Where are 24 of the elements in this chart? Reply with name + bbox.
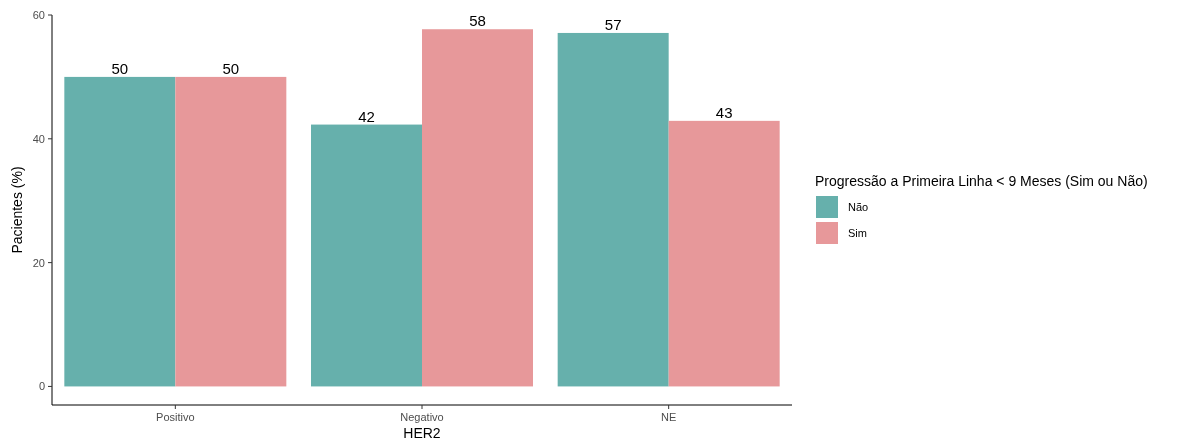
legend-label: Sim bbox=[848, 227, 867, 239]
bar bbox=[64, 76, 176, 387]
x-tick-label: Positivo bbox=[156, 411, 195, 423]
data-label: 42 bbox=[358, 107, 375, 125]
data-label: 50 bbox=[111, 59, 129, 77]
x-tick-label: Negativo bbox=[400, 411, 444, 423]
y-axis-title: Pacientes (%) bbox=[9, 166, 25, 254]
data-label: 50 bbox=[222, 59, 240, 77]
x-tick-label: NE bbox=[661, 411, 677, 423]
bar bbox=[311, 124, 422, 387]
y-tick-label: 60 bbox=[32, 9, 45, 21]
data-label: 43 bbox=[715, 103, 733, 121]
bar bbox=[175, 76, 287, 387]
bar bbox=[668, 120, 780, 387]
y-tick-label: 20 bbox=[32, 256, 45, 269]
data-label: 57 bbox=[604, 15, 622, 33]
legend-label: Não bbox=[848, 201, 869, 213]
y-tick-label: 40 bbox=[32, 132, 45, 145]
legend-title: Progressão a Primeira Linha < 9 Meses (Sim ou Não) bbox=[815, 173, 1148, 189]
y-tick-label: 0 bbox=[38, 380, 45, 393]
bar bbox=[557, 32, 669, 387]
bar bbox=[422, 29, 533, 387]
x-axis-title: HER2 bbox=[403, 425, 441, 441]
data-label: 58 bbox=[469, 12, 486, 30]
